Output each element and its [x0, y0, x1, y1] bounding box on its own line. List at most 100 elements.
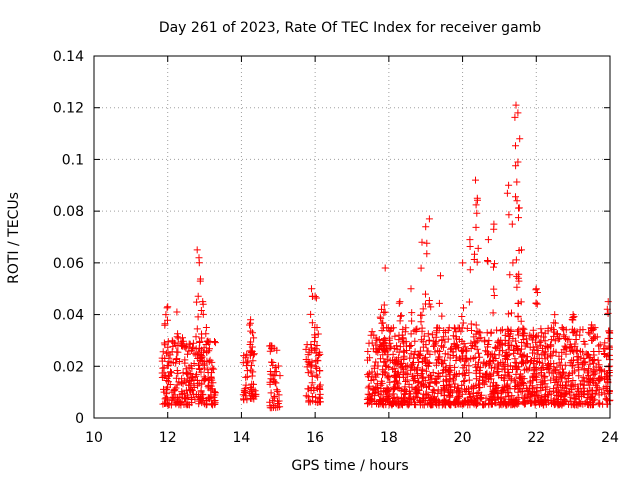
data-point	[367, 377, 375, 384]
data-point	[205, 358, 213, 366]
data-point	[497, 394, 505, 402]
data-point	[424, 391, 432, 399]
data-point	[429, 369, 437, 377]
data-point	[383, 324, 391, 332]
data-point	[211, 339, 219, 347]
data-point	[565, 370, 573, 378]
data-point	[596, 366, 604, 374]
data-point	[472, 176, 479, 184]
data-point	[395, 336, 403, 344]
data-point	[400, 397, 408, 405]
data-point	[397, 364, 405, 372]
data-point	[378, 377, 385, 385]
data-point	[511, 113, 519, 121]
data-point	[556, 335, 564, 342]
data-point	[313, 342, 321, 349]
data-point	[189, 373, 196, 381]
data-point	[365, 382, 373, 390]
data-point	[162, 399, 170, 407]
data-point	[503, 189, 511, 197]
data-point	[416, 401, 424, 409]
data-point	[190, 376, 198, 384]
data-point	[415, 377, 423, 385]
data-point	[247, 327, 255, 335]
data-point	[407, 366, 415, 374]
data-point	[423, 239, 431, 247]
data-point	[605, 389, 613, 397]
x-tick-label: 10	[85, 430, 103, 446]
data-point	[515, 204, 523, 212]
data-point	[515, 214, 522, 222]
data-point	[466, 266, 474, 274]
data-point	[474, 244, 482, 252]
data-point	[517, 298, 525, 306]
data-point	[474, 196, 481, 204]
data-point	[550, 319, 558, 327]
data-point	[430, 337, 438, 345]
data-point	[173, 381, 181, 389]
data-point	[584, 351, 592, 359]
data-point	[544, 324, 552, 332]
data-point	[372, 373, 380, 381]
data-point	[504, 368, 512, 376]
data-point	[465, 298, 473, 306]
data-point	[513, 272, 521, 280]
data-point	[467, 345, 475, 352]
data-point	[544, 362, 552, 370]
data-point	[312, 294, 320, 302]
data-point	[564, 372, 572, 379]
data-point	[541, 348, 549, 356]
data-point	[449, 374, 457, 382]
data-point	[604, 351, 612, 359]
data-point	[559, 365, 566, 373]
data-point	[569, 377, 577, 384]
data-point	[308, 319, 316, 327]
data-point	[514, 158, 522, 166]
data-point	[503, 383, 511, 390]
data-point	[440, 400, 448, 408]
data-point	[186, 340, 194, 348]
data-point	[444, 326, 452, 334]
data-point	[565, 387, 573, 395]
data-point	[456, 324, 463, 332]
data-point	[504, 325, 512, 333]
data-point	[529, 360, 537, 368]
data-point	[385, 391, 393, 399]
data-point	[397, 312, 405, 320]
data-point	[591, 369, 599, 377]
data-point	[202, 397, 210, 405]
data-point	[550, 399, 558, 407]
y-tick-label: 0.04	[53, 308, 84, 324]
data-point	[575, 366, 583, 374]
data-point	[553, 376, 561, 384]
x-axis-label: GPS time / hours	[291, 458, 408, 474]
data-point	[308, 285, 315, 293]
data-point	[569, 369, 577, 377]
data-point	[274, 387, 282, 395]
data-point	[498, 340, 506, 348]
data-point	[242, 384, 250, 392]
data-point	[377, 384, 385, 392]
data-point	[375, 390, 383, 398]
data-point	[505, 392, 513, 400]
data-point	[556, 370, 564, 378]
data-point	[601, 368, 609, 376]
data-point	[549, 326, 557, 334]
data-point	[476, 395, 484, 403]
data-point	[557, 392, 565, 400]
data-point	[417, 318, 425, 326]
data-point	[530, 332, 538, 340]
y-tick-label: 0.06	[53, 256, 84, 272]
data-point	[389, 365, 397, 373]
data-point	[202, 330, 210, 338]
data-point	[562, 398, 570, 405]
data-point	[208, 385, 216, 393]
data-point	[411, 365, 419, 373]
data-point	[165, 401, 173, 409]
data-point	[174, 348, 182, 356]
data-point	[512, 337, 520, 345]
data-point	[312, 393, 320, 401]
data-point	[557, 374, 565, 382]
data-point	[514, 274, 522, 282]
data-point	[596, 341, 604, 349]
